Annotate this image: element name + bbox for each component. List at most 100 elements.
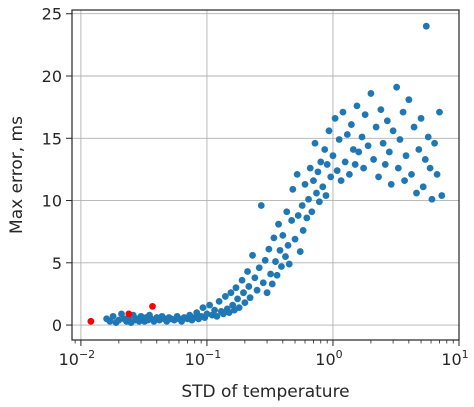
data-point	[199, 304, 207, 312]
data-point	[259, 279, 267, 287]
data-point	[245, 283, 253, 290]
data-point	[238, 276, 246, 284]
x-tick-exponent: −1	[205, 348, 221, 361]
data-point	[345, 170, 353, 178]
data-point	[377, 106, 385, 114]
data-point	[358, 133, 366, 141]
data-point	[268, 280, 276, 288]
data-point	[240, 289, 247, 297]
data-point	[433, 170, 441, 178]
data-point	[372, 123, 380, 131]
data-point	[436, 108, 443, 116]
data-point	[396, 136, 404, 143]
data-point	[293, 170, 301, 178]
data-point	[413, 189, 420, 197]
data-point	[275, 220, 282, 228]
data-point	[193, 309, 201, 317]
data-point	[431, 139, 438, 147]
data-point	[87, 317, 95, 325]
data-point	[241, 299, 249, 307]
data-point	[211, 306, 218, 314]
data-point	[206, 301, 214, 309]
data-point	[255, 264, 263, 272]
y-tick-label: 5	[52, 254, 62, 273]
data-point	[298, 202, 306, 209]
data-point	[381, 161, 389, 168]
data-point	[337, 177, 345, 185]
data-point	[299, 227, 307, 234]
data-point	[325, 127, 333, 135]
data-point	[232, 284, 240, 292]
data-point	[106, 317, 114, 325]
data-point	[343, 131, 351, 138]
data-point	[327, 173, 335, 181]
data-point	[267, 270, 274, 278]
data-point	[315, 198, 323, 206]
data-point	[355, 148, 363, 156]
data-point	[379, 139, 387, 147]
data-point	[410, 123, 418, 131]
y-tick-label: 10	[42, 192, 62, 211]
data-point	[341, 158, 349, 166]
data-point	[323, 161, 331, 168]
data-point	[234, 295, 241, 303]
data-point	[421, 156, 429, 163]
data-point	[375, 173, 382, 181]
data-point	[422, 22, 430, 30]
data-point	[270, 234, 278, 242]
data-point	[288, 217, 296, 224]
x-tick-exponent: −2	[79, 348, 95, 361]
x-tick-label: 10−2	[59, 348, 96, 369]
x-tick-label: 10−1	[185, 348, 222, 369]
data-point	[213, 312, 221, 320]
x-tick-label: 101	[441, 348, 468, 369]
data-point	[424, 133, 432, 141]
data-point	[319, 183, 327, 191]
data-point	[364, 142, 372, 150]
data-point	[282, 253, 289, 260]
data-point	[285, 260, 293, 268]
data-point	[360, 164, 367, 172]
data-point	[246, 294, 254, 302]
data-point	[408, 170, 415, 178]
data-point	[115, 316, 123, 324]
data-point	[306, 164, 314, 172]
y-tick-label: 0	[52, 316, 62, 335]
data-point	[305, 195, 312, 203]
data-point	[419, 183, 427, 191]
data-point	[289, 185, 297, 193]
plot-frame	[71, 9, 460, 341]
data-point	[331, 114, 339, 122]
data-point	[265, 245, 273, 253]
data-point	[273, 271, 281, 279]
data-points	[87, 22, 446, 326]
y-tick-label: 20	[42, 67, 62, 86]
data-point	[401, 177, 408, 185]
data-point	[261, 256, 269, 264]
data-point	[263, 289, 271, 297]
data-point	[149, 302, 156, 310]
data-point	[219, 310, 227, 318]
data-point	[244, 268, 251, 275]
data-point	[296, 248, 304, 255]
data-point	[428, 195, 436, 203]
data-point	[249, 251, 256, 259]
data-point	[383, 117, 391, 125]
data-point	[308, 208, 316, 216]
data-point	[405, 96, 413, 104]
data-point	[370, 156, 377, 163]
data-point	[335, 136, 343, 143]
y-tick-label: 15	[42, 129, 62, 148]
data-point	[311, 139, 319, 147]
data-point	[257, 202, 265, 209]
data-point	[253, 286, 261, 294]
data-point	[203, 310, 211, 318]
x-axis-label: STD of temperature	[181, 382, 349, 402]
data-point	[294, 212, 302, 219]
data-point	[225, 309, 233, 317]
data-point	[347, 121, 355, 128]
data-point	[125, 310, 133, 318]
data-point	[251, 274, 259, 282]
data-point	[317, 158, 325, 166]
